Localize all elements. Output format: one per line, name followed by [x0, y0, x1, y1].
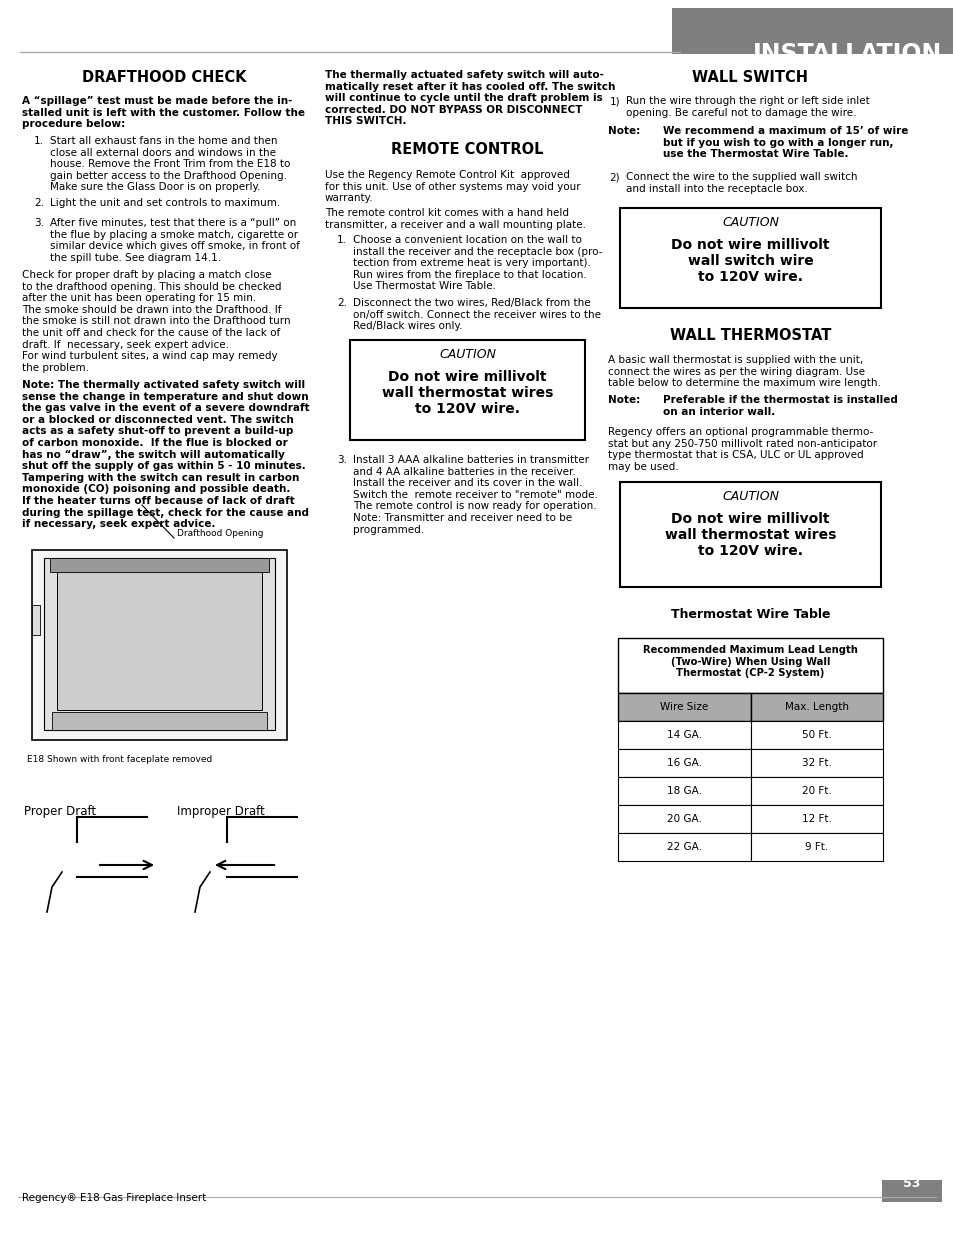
Text: Do not wire millivolt
wall switch wire
to 120V wire.: Do not wire millivolt wall switch wire t… [671, 238, 829, 284]
Bar [750, 832, 882, 861]
Bar [750, 721, 882, 748]
Bar [618, 805, 750, 832]
Text: WALL SWITCH: WALL SWITCH [692, 70, 807, 85]
Text: INSTALLATION: INSTALLATION [752, 42, 941, 65]
Text: Regency® E18 Gas Fireplace Insert: Regency® E18 Gas Fireplace Insert [22, 1193, 206, 1203]
Text: 1): 1) [609, 96, 619, 106]
Text: 20 GA.: 20 GA. [666, 814, 701, 824]
Bar [32, 550, 287, 740]
Bar [882, 1179, 941, 1202]
Text: Do not wire millivolt
wall thermostat wires
to 120V wire.: Do not wire millivolt wall thermostat wi… [664, 513, 836, 558]
Text: Note:: Note: [607, 126, 639, 136]
Bar [618, 721, 750, 748]
Text: We recommend a maximum of 15’ of wire
but if you wish to go with a longer run,
u: We recommend a maximum of 15’ of wire bu… [662, 126, 907, 159]
Text: Note:: Note: [607, 395, 639, 405]
Text: E18 Shown with front faceplate removed: E18 Shown with front faceplate removed [27, 755, 212, 764]
Text: Choose a convenient location on the wall to
install the receiver and the recepta: Choose a convenient location on the wall… [353, 235, 602, 291]
Bar [750, 777, 882, 805]
Text: Wire Size: Wire Size [659, 701, 708, 713]
Text: Note: The thermally activated safety switch will
sense the change in temperature: Note: The thermally activated safety swi… [22, 380, 310, 530]
Text: Thermostat Wire Table: Thermostat Wire Table [670, 608, 829, 621]
Bar [618, 832, 750, 861]
Text: Check for proper draft by placing a match close
to the drafthood opening. This s: Check for proper draft by placing a matc… [22, 270, 291, 373]
Text: 53: 53 [902, 1177, 920, 1191]
Text: 1.: 1. [336, 235, 347, 245]
Text: Max. Length: Max. Length [784, 701, 848, 713]
Bar [750, 748, 882, 777]
Bar [350, 340, 584, 440]
Bar [671, 7, 953, 54]
Text: 9 Ft.: 9 Ft. [804, 842, 827, 852]
Text: 22 GA.: 22 GA. [666, 842, 701, 852]
Text: The remote control kit comes with a hand held
transmitter, a receiver and a wall: The remote control kit comes with a hand… [325, 207, 585, 230]
Text: WALL THERMOSTAT: WALL THERMOSTAT [669, 329, 830, 343]
Text: 2.: 2. [336, 298, 347, 308]
Text: Run the wire through the right or left side inlet
opening. Be careful not to dam: Run the wire through the right or left s… [625, 96, 869, 117]
Text: 3.: 3. [336, 454, 347, 466]
Text: 50 Ft.: 50 Ft. [801, 730, 831, 740]
Text: CAUTION: CAUTION [721, 490, 779, 503]
Text: Connect the wire to the supplied wall switch
and install into the receptacle box: Connect the wire to the supplied wall sw… [625, 172, 857, 194]
Bar [57, 571, 262, 710]
Text: CAUTION: CAUTION [438, 348, 496, 361]
Text: 3.: 3. [34, 219, 44, 228]
Text: Use the Regency Remote Control Kit  approved
for this unit. Use of other systems: Use the Regency Remote Control Kit appro… [325, 170, 580, 204]
Text: Regency offers an optional programmable thermo-
stat but any 250-750 millivolt r: Regency offers an optional programmable … [607, 427, 876, 472]
Text: 20 Ft.: 20 Ft. [801, 785, 831, 797]
Text: A basic wall thermostat is supplied with the unit,
connect the wires as per the : A basic wall thermostat is supplied with… [607, 354, 880, 388]
Text: DRAFTHOOD CHECK: DRAFTHOOD CHECK [82, 70, 247, 85]
Bar [52, 713, 267, 730]
Text: A “spillage” test must be made before the in-
stalled unit is left with the cust: A “spillage” test must be made before th… [22, 96, 305, 130]
Text: 16 GA.: 16 GA. [666, 758, 701, 768]
Bar [619, 207, 880, 308]
Text: Drafthood Opening: Drafthood Opening [177, 529, 263, 538]
Text: REMOTE CONTROL: REMOTE CONTROL [391, 142, 543, 157]
Text: 14 GA.: 14 GA. [666, 730, 701, 740]
Text: Preferable if the thermostat is installed
on an interior wall.: Preferable if the thermostat is installe… [662, 395, 897, 416]
Text: CAUTION: CAUTION [721, 216, 779, 228]
Text: The thermally actuated safety switch will auto-
matically reset after it has coo: The thermally actuated safety switch wil… [325, 70, 615, 126]
Bar [619, 482, 880, 587]
Bar [618, 748, 750, 777]
Text: 2.: 2. [34, 198, 44, 207]
Bar [32, 605, 40, 635]
Text: 2): 2) [609, 172, 619, 182]
Bar [44, 558, 274, 730]
Text: Improper Draft: Improper Draft [177, 805, 265, 818]
Text: Light the unit and set controls to maximum.: Light the unit and set controls to maxim… [50, 198, 280, 207]
Text: 18 GA.: 18 GA. [666, 785, 701, 797]
Text: 1.: 1. [34, 136, 44, 146]
Bar [750, 805, 882, 832]
Text: After five minutes, test that there is a “pull” on
the flue by placing a smoke m: After five minutes, test that there is a… [50, 219, 299, 263]
Text: Proper Draft: Proper Draft [24, 805, 96, 818]
Text: Do not wire millivolt
wall thermostat wires
to 120V wire.: Do not wire millivolt wall thermostat wi… [381, 370, 553, 416]
Text: 32 Ft.: 32 Ft. [801, 758, 831, 768]
Bar [50, 558, 269, 572]
Text: Install 3 AAA alkaline batteries in transmitter
and 4 AA alkaline batteries in t: Install 3 AAA alkaline batteries in tran… [353, 454, 598, 535]
Bar [618, 693, 750, 721]
Bar [750, 693, 882, 721]
Text: 12 Ft.: 12 Ft. [801, 814, 831, 824]
Bar [618, 638, 882, 693]
Text: Start all exhaust fans in the home and then
close all external doors and windows: Start all exhaust fans in the home and t… [50, 136, 290, 193]
Text: Disconnect the two wires, Red/Black from the
on/off switch. Connect the receiver: Disconnect the two wires, Red/Black from… [353, 298, 600, 331]
Text: Recommended Maximum Lead Length
(Two-Wire) When Using Wall
Thermostat (CP-2 Syst: Recommended Maximum Lead Length (Two-Wir… [642, 645, 857, 678]
Bar [618, 777, 750, 805]
